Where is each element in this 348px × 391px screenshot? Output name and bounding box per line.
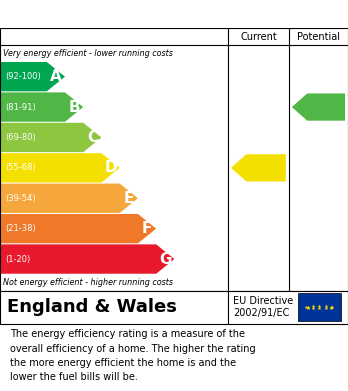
Text: (39-54): (39-54): [5, 194, 36, 203]
Text: 68: 68: [252, 160, 274, 175]
Text: (21-38): (21-38): [5, 224, 36, 233]
Text: (69-80): (69-80): [5, 133, 36, 142]
Text: D: D: [104, 160, 117, 175]
Text: E: E: [124, 191, 134, 206]
Bar: [298, 293, 341, 321]
Polygon shape: [231, 154, 286, 181]
Polygon shape: [1, 123, 101, 152]
Text: England & Wales: England & Wales: [7, 298, 177, 316]
Polygon shape: [1, 244, 174, 274]
Polygon shape: [1, 153, 120, 183]
Text: (1-20): (1-20): [5, 255, 31, 264]
Text: G: G: [159, 251, 172, 267]
Polygon shape: [292, 93, 345, 121]
Polygon shape: [1, 184, 138, 213]
Text: (92-100): (92-100): [5, 72, 41, 81]
Polygon shape: [1, 92, 83, 122]
Text: (81-91): (81-91): [5, 102, 36, 111]
Text: The energy efficiency rating is a measure of the
overall efficiency of a home. T: The energy efficiency rating is a measur…: [10, 329, 256, 382]
Text: Very energy efficient - lower running costs: Very energy efficient - lower running co…: [3, 49, 173, 58]
Text: Not energy efficient - higher running costs: Not energy efficient - higher running co…: [3, 278, 174, 287]
Text: 83: 83: [310, 100, 332, 115]
Polygon shape: [1, 62, 65, 91]
Polygon shape: [1, 214, 156, 243]
Text: Current: Current: [240, 32, 277, 42]
Text: (55-68): (55-68): [5, 163, 36, 172]
Text: Energy Efficiency Rating: Energy Efficiency Rating: [60, 5, 288, 23]
Text: B: B: [68, 100, 80, 115]
Text: C: C: [87, 130, 98, 145]
Text: Potential: Potential: [297, 32, 340, 42]
Text: A: A: [50, 69, 62, 84]
Text: F: F: [142, 221, 152, 236]
Text: EU Directive
2002/91/EC: EU Directive 2002/91/EC: [233, 296, 293, 318]
